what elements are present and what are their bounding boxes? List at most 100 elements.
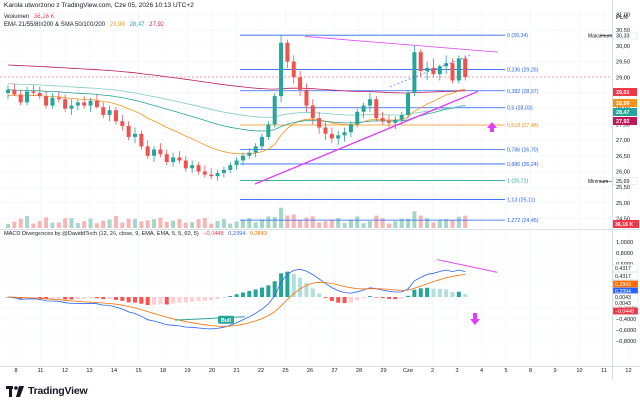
volume-bar	[209, 223, 214, 228]
volume-tag-label: 36,16 K	[615, 222, 633, 228]
time-tick-label: 25	[282, 368, 288, 374]
macd-histogram-bar	[247, 290, 252, 297]
candle-body	[12, 89, 17, 95]
macd-tag-label: 0,4317	[615, 266, 631, 272]
time-tick-label: Cze	[403, 368, 413, 374]
candle-body	[63, 99, 68, 109]
candle-body	[348, 124, 353, 133]
volume-bar	[177, 219, 182, 228]
currency-label: PLN	[616, 15, 628, 21]
volume-bar	[234, 221, 239, 228]
macd-tag	[612, 307, 639, 315]
time-tick-label: 22	[258, 368, 264, 374]
fib-level-label: 0,886 (26,24)	[507, 162, 539, 168]
volume-bar	[304, 217, 309, 228]
macd-histogram-bar	[202, 297, 207, 301]
volume-bar	[310, 216, 315, 228]
candle-body	[380, 118, 385, 122]
macd-histogram-bar	[234, 294, 239, 297]
ema-legend-value: 28,99	[109, 22, 125, 28]
macd-histogram-bar	[44, 297, 49, 300]
buy-arrow-icon	[487, 122, 497, 132]
candle-body	[412, 52, 417, 93]
volume-legend: Wolumen 36,16 K	[4, 14, 55, 20]
volume-legend-value: 36,16 K	[33, 14, 55, 20]
volume-bars	[6, 207, 468, 228]
macd-histogram-bar	[279, 273, 284, 297]
macd-histogram-bar	[463, 294, 468, 297]
sell-arrow-icon	[470, 313, 480, 325]
candle-body	[374, 99, 379, 119]
macd-histogram-bar	[215, 297, 220, 300]
macd-histogram-bar	[348, 297, 353, 303]
price-tag-label: 28,99	[616, 101, 630, 107]
volume-bar	[31, 223, 36, 228]
macd-histogram-bar	[158, 297, 163, 305]
fib-level-label: 1,272 (24,45)	[507, 218, 539, 224]
macd-histogram-bar	[152, 297, 157, 305]
support-trendline	[254, 90, 479, 185]
macd-histogram-bar	[145, 297, 150, 306]
volume-bar	[44, 217, 49, 228]
candle-body	[75, 102, 80, 106]
volume-bar	[450, 220, 455, 228]
candle-body	[234, 160, 239, 166]
volume-bar	[431, 222, 436, 228]
macd-axis: 1,00000,80000,60000,40000,2000−0,2000−0,…	[612, 240, 639, 345]
candle-body	[25, 91, 30, 103]
macd-histogram-bar	[120, 297, 125, 301]
candle-body	[247, 152, 252, 156]
candle-body	[139, 133, 144, 147]
macd-histogram-bar	[240, 292, 245, 297]
macd-histogram-bar	[342, 297, 347, 304]
volume-bar	[253, 222, 258, 228]
price-tag	[613, 108, 637, 116]
volume-bar	[418, 215, 423, 228]
volume-bar	[82, 221, 87, 228]
price-tick-label: 24,50	[616, 217, 630, 223]
price-tick-label: 30,50	[616, 28, 630, 34]
macd-histogram-bar	[266, 285, 271, 297]
candle-body	[406, 92, 411, 115]
volume-bar	[126, 218, 131, 228]
macd-tag	[612, 272, 639, 280]
volume-bar	[444, 219, 449, 228]
time-tick-label: 9	[553, 368, 556, 374]
macd-histogram-bar	[177, 297, 182, 303]
volume-bar	[317, 222, 322, 228]
candle-body	[6, 89, 10, 93]
volume-bar	[107, 219, 112, 228]
macd-histogram-bar	[355, 297, 360, 301]
candle-body	[266, 124, 271, 137]
candle-body	[196, 165, 201, 172]
macd-histogram-bar	[291, 273, 296, 297]
candle-body	[437, 66, 442, 75]
chart-header: Karola utworzono z TradingView.com, Cze …	[4, 2, 194, 9]
candle-body	[418, 52, 423, 71]
macd-histogram-bar	[196, 297, 201, 302]
candle-body	[393, 119, 398, 123]
ema-legend-value: 28,47	[129, 22, 145, 28]
macd-histogram-bar	[133, 297, 137, 303]
volume-bar	[272, 216, 277, 228]
time-tick-label: 20	[209, 368, 215, 374]
candle-body	[88, 100, 93, 106]
macd-histogram-bar	[399, 297, 404, 299]
candle-body	[323, 127, 328, 134]
volume-bar	[361, 223, 366, 228]
volume-bar	[120, 222, 125, 228]
macd-histogram-bar	[56, 297, 61, 299]
macd-histogram-bar	[387, 297, 391, 299]
time-tick-label: 27	[331, 368, 337, 374]
macd-legend-value: −0,0448	[203, 231, 224, 237]
macd-histogram-bar	[380, 297, 385, 299]
price-tick-label: 29,50	[616, 60, 630, 66]
candle-body	[158, 149, 163, 155]
volume-bar	[37, 221, 42, 228]
time-tick-label: 2	[431, 368, 434, 374]
macd-histogram-bar	[317, 293, 322, 297]
macd-histogram-bar	[367, 296, 372, 297]
macd-legend-name: MACD Divergences by @DaviddTech (12, 26,…	[4, 231, 199, 237]
time-tick-label: 11	[601, 368, 607, 374]
